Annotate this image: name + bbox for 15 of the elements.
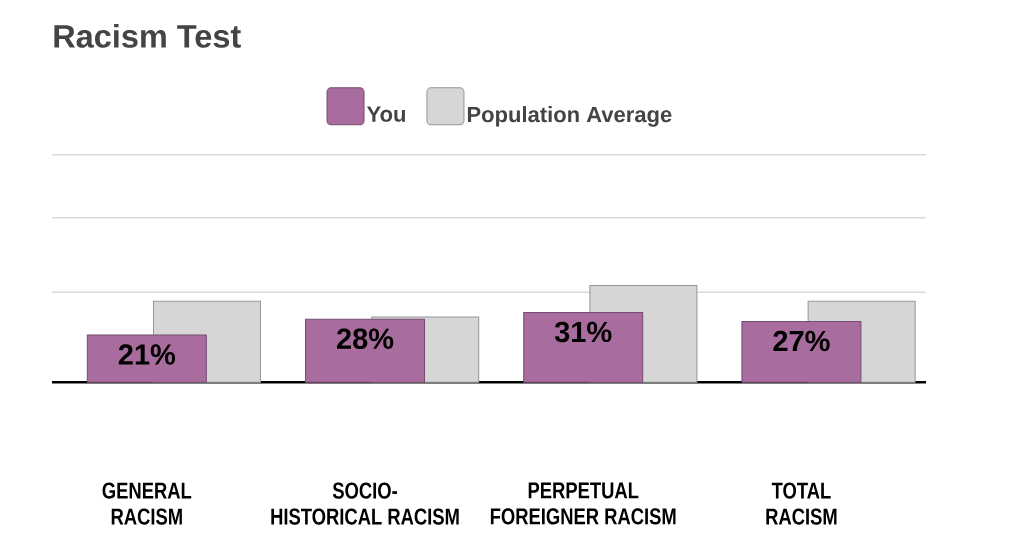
data-label: 31% <box>554 321 612 343</box>
data-label: 27% <box>773 330 830 352</box>
x-tick-label: GENERAL RACISM <box>102 482 192 525</box>
bar <box>86 334 207 383</box>
bar <box>741 320 862 383</box>
bar <box>523 311 644 383</box>
legend-label: You <box>366 106 406 122</box>
chart-title: Racism Test <box>54 23 241 48</box>
legend-label: Population Average <box>467 106 672 127</box>
bar <box>305 318 426 383</box>
data-label: 21% <box>118 344 176 365</box>
x-tick-label: PERPETUAL FOREIGNER RACISM <box>490 482 676 525</box>
x-tick-label: SOCIO- HISTORICAL RACISM <box>271 482 459 525</box>
data-label: 28% <box>337 328 394 349</box>
x-tick-label: TOTAL RACISM <box>766 482 837 525</box>
